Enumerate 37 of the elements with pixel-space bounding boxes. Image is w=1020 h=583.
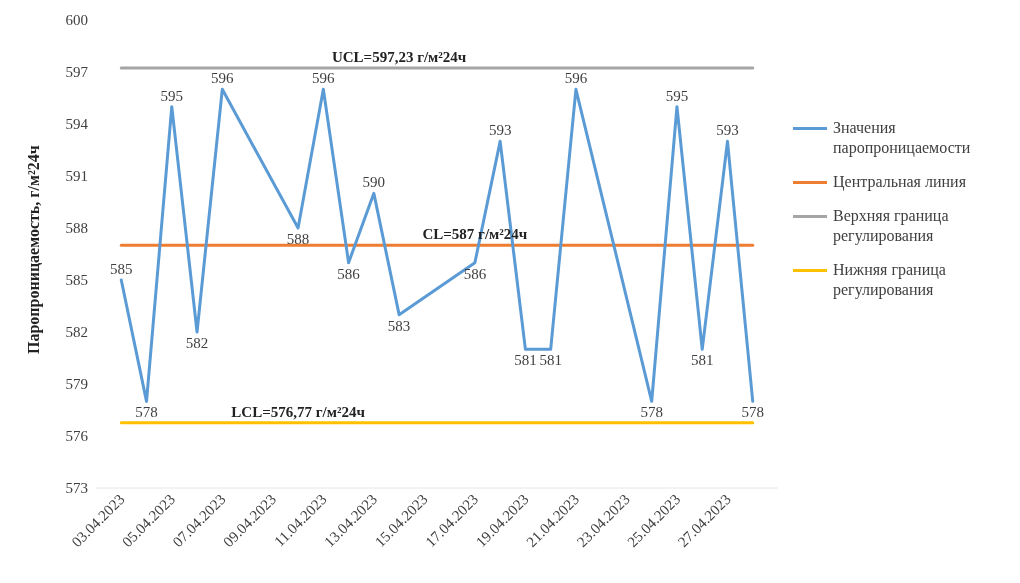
y-tick-label: 588 [65,220,88,237]
y-tick-label: 573 [65,480,88,497]
annotation: UCL=597,23 г/м²24ч [331,49,467,66]
data-label: 586 [337,265,361,282]
legend-label: Верхняя граница регулирования [833,206,950,246]
y-tick-label: 591 [65,168,88,185]
legend-label: Нижняя граница регулирования [833,260,947,300]
annotation: LCL=576,77 г/м²24ч [231,403,366,420]
data-label: 581 [539,352,562,369]
data-label: 583 [387,317,411,334]
data-label: 581 [690,352,714,369]
data-label: 585 [110,261,133,277]
y-tick-label: 585 [65,272,88,289]
data-label: 596 [211,70,235,87]
y-tick-label: 600 [65,12,88,29]
data-label: 578 [135,404,158,421]
data-label: 593 [488,122,512,139]
data-label: 596 [564,70,588,87]
data-label: 595 [665,87,689,104]
y-axis-title: Паропроницаемость, г/м²24ч [24,145,43,354]
y-tick-label: 576 [65,428,89,445]
data-label: 586 [463,265,487,282]
data-label: 593 [716,122,739,139]
y-tick-label: 579 [65,376,88,393]
y-tick-label: 594 [65,116,89,133]
data-label: 596 [312,70,336,87]
y-tick-label: 597 [65,64,89,81]
legend-label: Центральная линия [833,172,966,192]
data-label: 581 [514,352,537,369]
data-label: 595 [160,87,184,104]
data-label: 578 [640,404,663,421]
y-tick-label: 582 [65,324,88,341]
data-label: 588 [286,231,310,247]
data-label: 582 [185,335,209,351]
data-label: 578 [741,404,764,421]
data-label: 590 [362,174,386,191]
legend-label: Значения паропроницаемости [833,118,972,158]
